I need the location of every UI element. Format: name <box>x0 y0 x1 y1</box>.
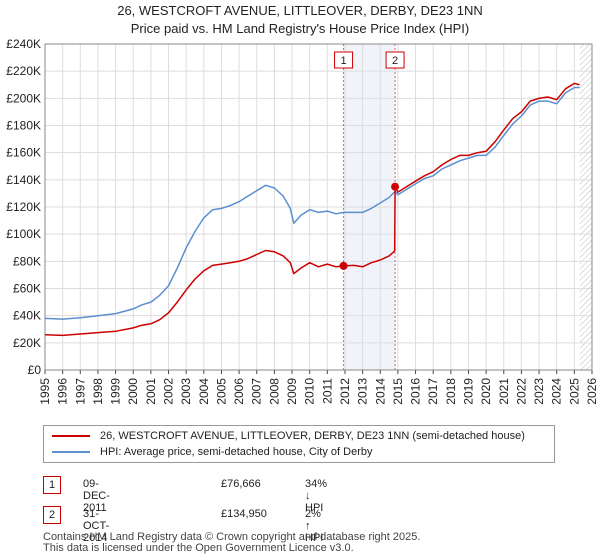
y-tick-label: £40K <box>13 309 41 323</box>
chart-subtitle: Price paid vs. HM Land Registry's House … <box>130 21 470 36</box>
sale-point <box>339 261 348 270</box>
footer-copyright: Contains HM Land Registry data © Crown c… <box>43 531 421 543</box>
x-tick-label: 2024 <box>550 378 564 405</box>
y-tick-label: £180K <box>6 119 41 133</box>
plot-border <box>44 43 593 371</box>
y-tick-label: £220K <box>6 64 41 78</box>
transaction-number: 2 <box>43 506 61 524</box>
x-tick-label: 2010 <box>303 378 317 405</box>
x-tick-label: 2001 <box>144 378 158 405</box>
x-tick-label: 2011 <box>320 378 334 404</box>
transaction-box-label: 2 <box>392 55 398 67</box>
y-tick-label: £240K <box>6 37 41 51</box>
legend-swatch-hpi <box>52 451 90 453</box>
x-tick-label: 2025 <box>567 378 581 405</box>
transaction-box <box>385 51 405 69</box>
legend-label-hpi: HPI: Average price, semi-detached house,… <box>100 446 373 458</box>
x-tick-label: 2006 <box>232 378 246 405</box>
legend-label-property: 26, WESTCROFT AVENUE, LITTLEOVER, DERBY,… <box>100 430 525 442</box>
x-tick-label: 2009 <box>285 378 299 405</box>
hpi-line <box>44 86 580 320</box>
x-tick-label: 2003 <box>179 378 193 405</box>
x-tick-label: 1999 <box>109 378 123 405</box>
x-tick-label: 2012 <box>338 378 352 405</box>
x-tick-label: 2013 <box>356 378 370 405</box>
transaction-box-label: 1 <box>340 55 346 67</box>
x-tick-label: 2020 <box>479 378 493 405</box>
x-tick-label: 1995 <box>38 378 52 405</box>
x-tick-label: 2021 <box>497 378 511 405</box>
x-tick-label: 2008 <box>267 378 281 405</box>
y-tick-label: £80K <box>13 254 41 268</box>
x-tick-label: 2015 <box>391 378 405 405</box>
transaction-price: £76,666 <box>221 478 261 490</box>
x-tick-label: 2026 <box>585 378 599 405</box>
transaction-hpi-diff: 34% ↓ HPI <box>305 478 328 514</box>
transaction-hpi-diff: 2% ↑ HPI <box>305 508 324 544</box>
x-tick-label: 2022 <box>514 378 528 405</box>
x-tick-label: 2004 <box>197 378 211 405</box>
x-tick-label: 2007 <box>250 378 264 405</box>
footer-licence: This data is licensed under the Open Gov… <box>43 542 354 554</box>
x-tick-label: 1996 <box>56 378 70 405</box>
price-chart: £0 £20K £40K £60K £80K £100K £120K £140K £160K £1… <box>6 37 599 405</box>
x-tick-label: 2002 <box>162 378 176 405</box>
x-tick-label: 2000 <box>126 378 140 405</box>
legend-swatch-property <box>52 435 90 437</box>
transaction-date: 09-DEC-2011 <box>83 478 110 514</box>
y-tick-label: £60K <box>13 282 41 296</box>
transaction-price: £134,950 <box>221 508 267 520</box>
x-tick-label: 2014 <box>373 378 387 405</box>
transaction-number: 1 <box>43 476 61 494</box>
chart-title: 26, WESTCROFT AVENUE, LITTLEOVER, DERBY,… <box>117 3 483 18</box>
x-tick-label: 2019 <box>461 378 475 405</box>
transaction-box <box>334 51 354 69</box>
sale-point <box>391 182 400 191</box>
y-tick-label: £0 <box>28 363 42 377</box>
x-tick-label: 2018 <box>444 378 458 405</box>
x-tick-label: 2017 <box>426 378 440 405</box>
y-tick-label: £20K <box>13 336 41 350</box>
y-tick-label: £120K <box>6 200 41 214</box>
transaction-date: 31-OCT-2014 <box>83 508 110 544</box>
y-tick-label: £100K <box>6 227 41 241</box>
x-tick-label: 1998 <box>91 378 105 405</box>
y-tick-label: £140K <box>6 173 41 187</box>
x-tick-label: 2005 <box>214 378 228 405</box>
chart-legend: 26, WESTCROFT AVENUE, LITTLEOVER, DERBY,… <box>43 425 555 463</box>
y-tick-label: £160K <box>6 146 41 160</box>
x-tick-label: 2016 <box>409 378 423 405</box>
x-tick-label: 2023 <box>532 378 546 405</box>
x-tick-label: 1997 <box>73 378 87 405</box>
y-tick-label: £200K <box>6 91 41 105</box>
